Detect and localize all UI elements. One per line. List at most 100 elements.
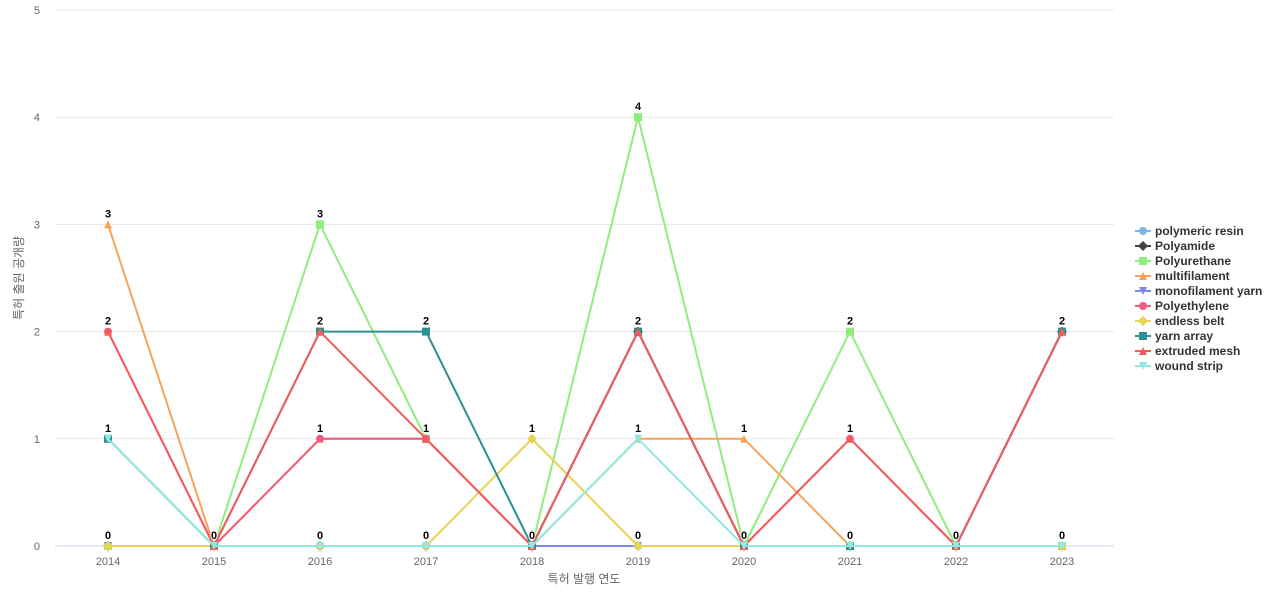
data-point — [1058, 542, 1066, 550]
data-label: 3 — [105, 208, 111, 220]
y-tick-label: 2 — [34, 327, 40, 339]
series-layer — [103, 113, 1067, 551]
legend-symbol — [1139, 347, 1147, 355]
data-label: 0 — [317, 530, 323, 542]
legend-item[interactable]: polymeric resin — [1135, 224, 1244, 238]
x-tick-label: 2018 — [520, 556, 544, 568]
legend-item[interactable]: Polyamide — [1135, 239, 1215, 253]
data-point — [846, 542, 854, 550]
data-label: 0 — [635, 530, 641, 542]
data-label: 0 — [105, 530, 111, 542]
data-point — [634, 434, 642, 443]
series-wound-strip — [104, 434, 1066, 550]
legend-item[interactable]: endless belt — [1135, 314, 1224, 328]
legend-label: extruded mesh — [1155, 344, 1240, 358]
data-label: 1 — [847, 423, 853, 435]
data-point — [1058, 327, 1066, 336]
data-point — [846, 434, 854, 443]
x-tick-label: 2016 — [308, 556, 332, 568]
data-point — [422, 542, 430, 550]
data-label: 1 — [635, 423, 641, 435]
y-tick-label: 0 — [34, 541, 40, 553]
legend-symbol — [1139, 287, 1147, 295]
data-point — [634, 327, 642, 336]
data-label: 2 — [317, 316, 323, 328]
x-axis-title: 특허 발행 연도 — [548, 571, 621, 586]
legend-item[interactable]: wound strip — [1135, 359, 1223, 373]
series-line — [107, 224, 1062, 547]
x-tick-label: 2023 — [1050, 556, 1074, 568]
data-point — [527, 433, 537, 444]
grid-layer — [55, 9, 1114, 547]
data-point — [422, 434, 430, 443]
x-tick-label: 2019 — [626, 556, 650, 568]
data-label: 2 — [847, 316, 853, 328]
x-tick-label: 2014 — [96, 556, 120, 568]
y-tick-label: 5 — [34, 5, 40, 17]
data-label: 1 — [741, 423, 747, 435]
series-line — [107, 437, 1062, 547]
data-label: 4 — [635, 101, 642, 113]
data-point — [740, 434, 748, 443]
legend-label: Polyamide — [1155, 239, 1215, 253]
legend-item[interactable]: multifilament — [1135, 269, 1230, 283]
legend-label: endless belt — [1155, 314, 1224, 328]
series-line — [108, 116, 1062, 547]
data-point — [846, 327, 854, 336]
data-point — [316, 327, 324, 336]
x-tick-label: 2021 — [838, 556, 862, 568]
data-point — [634, 113, 642, 122]
data-point — [422, 327, 430, 336]
legend-label: polymeric resin — [1155, 224, 1244, 238]
y-tick-label: 3 — [34, 219, 40, 231]
data-label: 2 — [1059, 316, 1065, 328]
y-tick-label: 4 — [34, 112, 40, 124]
legend-item[interactable]: extruded mesh — [1135, 344, 1240, 358]
y-tick-label: 1 — [34, 434, 40, 446]
legend-symbol — [1138, 316, 1148, 326]
data-label: 0 — [529, 530, 535, 542]
data-label: 3 — [317, 208, 323, 220]
data-point — [316, 542, 324, 550]
legend-label: wound strip — [1154, 359, 1223, 373]
x-tick-label: 2017 — [414, 556, 438, 568]
data-point — [633, 541, 643, 551]
legend-item[interactable]: monofilament yarn — [1135, 284, 1262, 298]
data-point — [104, 434, 112, 443]
data-label: 1 — [105, 423, 111, 435]
data-point — [528, 542, 536, 550]
data-label: 0 — [423, 530, 429, 542]
legend-label: multifilament — [1155, 269, 1230, 283]
y-axis-title: 특허 출원 공개량 — [12, 236, 26, 320]
legend-label: Polyethylene — [1155, 299, 1229, 313]
legend-item[interactable]: yarn array — [1135, 329, 1213, 343]
legend-symbol — [1139, 362, 1147, 370]
data-label: 2 — [423, 316, 429, 328]
data-label: 0 — [953, 530, 959, 542]
series-multifilament — [104, 220, 1066, 550]
data-point — [103, 541, 113, 551]
legend-item[interactable]: Polyethylene — [1135, 299, 1229, 313]
legend-symbol — [1139, 227, 1147, 235]
data-point — [952, 542, 960, 550]
legend-label: monofilament yarn — [1155, 284, 1262, 298]
data-label: 0 — [1059, 530, 1065, 542]
data-label: 1 — [317, 423, 323, 435]
data-label: 0 — [847, 530, 853, 542]
x-tick-label: 2015 — [202, 556, 226, 568]
legend-symbol — [1139, 302, 1147, 310]
data-point — [210, 542, 218, 550]
data-point — [740, 542, 748, 550]
legend-item[interactable]: Polyurethane — [1135, 254, 1231, 268]
data-label: 2 — [105, 316, 111, 328]
data-point — [316, 220, 324, 229]
legend-symbol — [1138, 241, 1148, 251]
data-label: 0 — [741, 530, 747, 542]
legend-label: yarn array — [1155, 329, 1213, 343]
data-label: 1 — [529, 423, 535, 435]
x-tick-label: 2022 — [944, 556, 968, 568]
legend: polymeric resinPolyamidePolyurethanemult… — [1135, 224, 1262, 373]
